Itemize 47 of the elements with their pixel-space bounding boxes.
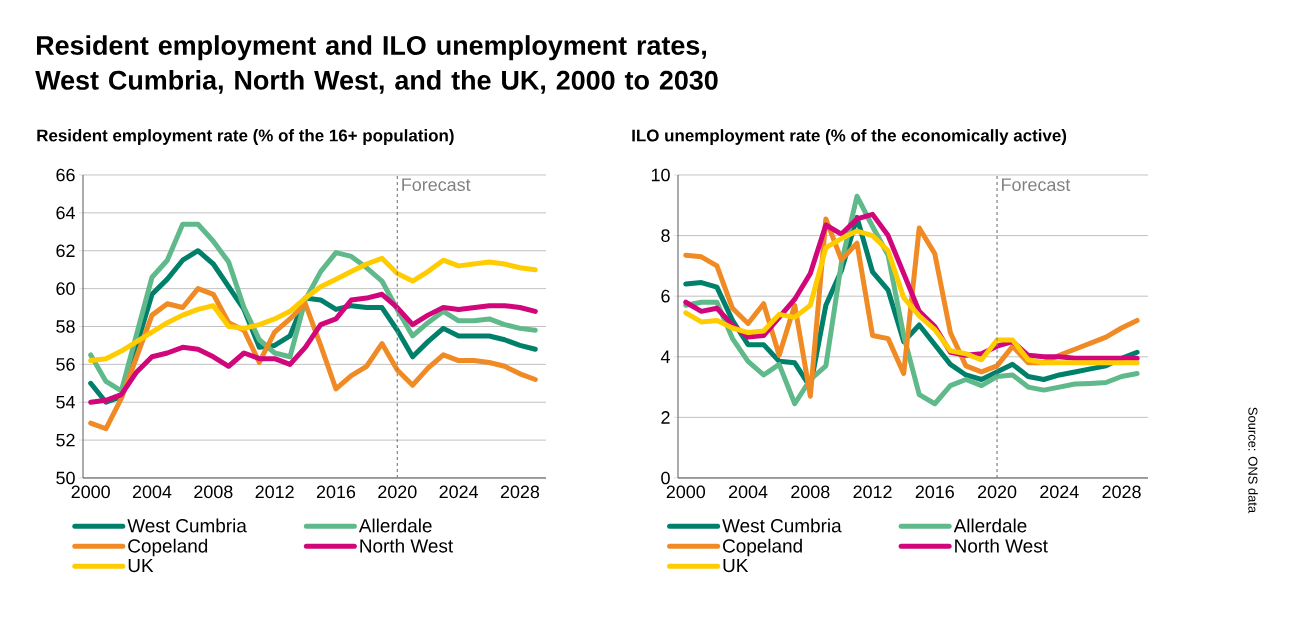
chart-title: Resident employment and ILO unemployment rates, West Cumbria, North West, and the UK, 2000 to 2030 [35,35,718,94]
y-tick-label: 66 [56,168,75,182]
legend-label: Allerdale [358,518,432,533]
x-tick-label: 2008 [194,485,233,499]
y-tick-label: 58 [56,320,75,333]
ref-line-label: Forecast [1002,178,1071,192]
x-tick-label: 2024 [439,485,479,499]
chart-subtitle: ILO unemployment rate (% of the economically active) [632,129,1067,145]
legend-label: West Cumbria [722,518,842,533]
x-tick-label: 2012 [255,485,294,499]
x-tick-label: 2012 [853,485,892,499]
x-tick-label: 2028 [1102,485,1141,499]
legend-label: North West [360,538,454,553]
source-note: Source: ONS data [1248,407,1258,514]
legend-label: UK [128,558,154,573]
y-tick-label: 54 [56,395,75,409]
x-tick-label: 2000 [71,485,110,499]
y-tick-label: 56 [56,358,75,371]
x-tick-label: 2024 [1040,485,1079,499]
ref-line-label: Forecast [402,178,471,192]
y-tick-label: 10 [651,168,670,182]
x-tick-label: 2020 [978,485,1017,499]
y-tick-label: 2 [661,411,670,424]
x-tick-label: 2000 [666,485,706,499]
legend-label: UK [723,558,749,573]
y-tick-label: 0 [661,471,670,485]
x-tick-label: 2004 [729,485,768,499]
y-tick-label: 50 [56,471,75,485]
legend-label: North West [955,538,1048,553]
x-tick-label: 2028 [500,485,540,499]
legend-label: Allerdale [953,518,1027,533]
y-tick-label: 8 [661,229,670,242]
y-tick-label: 64 [56,206,75,220]
y-tick-label: 6 [661,289,670,303]
legend-label: Copeland [128,538,208,557]
y-tick-label: 4 [660,350,670,363]
x-tick-label: 2020 [378,485,417,499]
chart-subtitle: Resident employment rate (% of the 16+ population) [37,129,454,145]
x-tick-label: 2004 [132,485,172,499]
x-tick-label: 2016 [915,485,954,499]
y-tick-label: 60 [56,282,75,295]
legend-label: Copeland [723,538,802,557]
legend-label: West Cumbria [127,518,247,533]
y-tick-label: 62 [56,244,75,258]
y-tick-label: 52 [56,433,75,447]
x-tick-label: 2016 [316,485,356,499]
x-tick-label: 2008 [791,485,830,499]
